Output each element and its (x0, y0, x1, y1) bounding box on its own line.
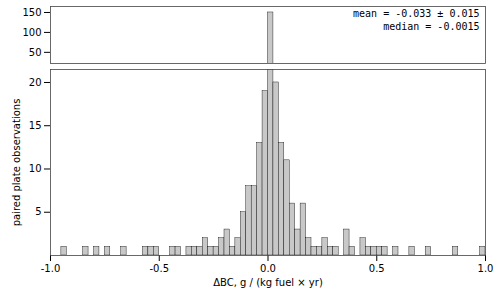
svg-text:50: 50 (29, 47, 42, 58)
svg-text:10: 10 (29, 163, 42, 174)
svg-text:100: 100 (22, 27, 41, 38)
svg-text:ΔBC, g / (kg fuel × yr): ΔBC, g / (kg fuel × yr) (213, 277, 323, 288)
svg-text:0.0: 0.0 (260, 263, 276, 274)
svg-text:-1.0: -1.0 (41, 263, 61, 274)
svg-text:5: 5 (35, 206, 41, 217)
svg-text:median = -0.0015: median = -0.0015 (383, 21, 479, 32)
svg-text:20: 20 (29, 77, 42, 88)
svg-text:mean = -0.033 ± 0.015: mean = -0.033 ± 0.015 (353, 8, 479, 19)
svg-text:paired plate observations: paired plate observations (11, 99, 22, 227)
svg-text:-0.5: -0.5 (149, 263, 169, 274)
svg-text:15: 15 (29, 120, 42, 131)
svg-text:1.0: 1.0 (478, 263, 494, 274)
svg-text:0.5: 0.5 (369, 263, 385, 274)
svg-text:150: 150 (22, 7, 41, 18)
